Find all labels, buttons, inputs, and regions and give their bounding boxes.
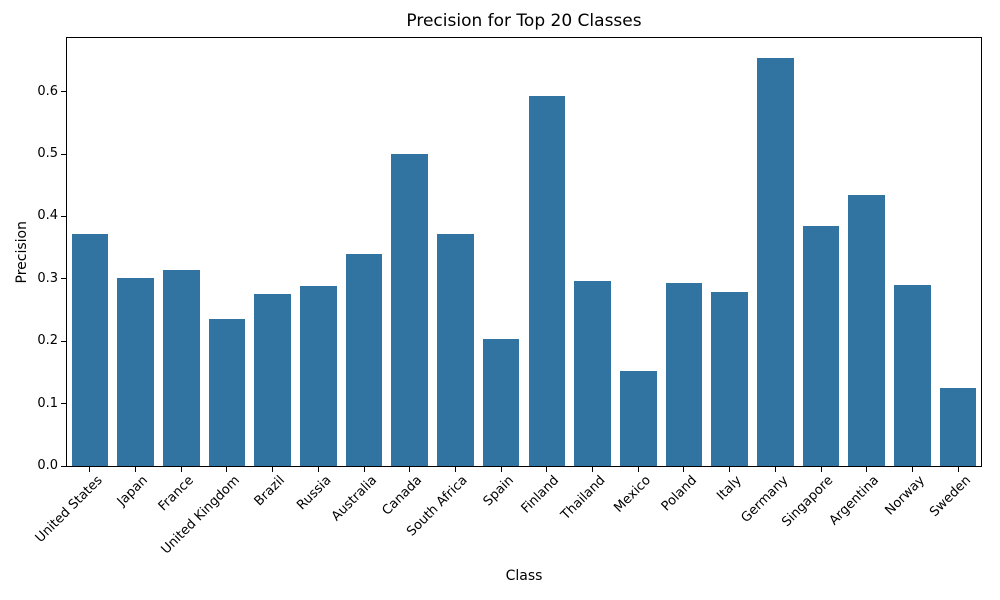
y-tick-mark: [61, 403, 66, 405]
x-tick-mark: [317, 467, 319, 472]
bar-norway: [894, 285, 931, 466]
x-tick-label: Japan: [114, 473, 152, 510]
x-tick-mark: [774, 467, 776, 472]
bar-poland: [665, 283, 703, 466]
x-tick-mark: [683, 467, 685, 472]
x-tick-mark: [911, 467, 913, 472]
x-tick-label: Mexico: [611, 473, 654, 516]
x-tick-label: Poland: [658, 473, 700, 515]
bar-italy: [711, 291, 748, 466]
x-tick-label: Brazil: [252, 473, 289, 510]
bar-united-kingdom: [208, 319, 246, 466]
y-tick-label: 0.4: [37, 208, 58, 224]
bar-mexico: [619, 371, 657, 466]
x-tick-label: France: [155, 473, 197, 515]
x-tick-label: Russia: [293, 473, 334, 514]
bar-russia: [300, 286, 337, 466]
bar-south-africa: [437, 233, 474, 466]
y-axis-label: Precision: [14, 220, 30, 284]
x-tick-mark: [226, 467, 228, 472]
x-tick-mark: [592, 467, 594, 472]
x-tick-label: Spain: [480, 473, 517, 510]
x-tick-mark: [272, 467, 274, 472]
bar-united-states: [71, 233, 109, 466]
y-tick-label: 0.3: [37, 270, 58, 286]
x-tick-label: Thailand: [558, 473, 609, 524]
x-tick-label: Finland: [519, 473, 563, 517]
x-tick-label: United States: [32, 473, 106, 546]
bar-argentina: [848, 194, 886, 466]
x-tick-mark: [866, 467, 868, 472]
x-tick-mark: [89, 467, 91, 472]
y-tick-label: 0.1: [37, 395, 58, 411]
y-tick-label: 0.0: [37, 458, 58, 473]
x-tick-mark: [363, 467, 365, 472]
y-tick-mark: [61, 278, 66, 280]
x-tick-label: Norway: [882, 473, 929, 519]
bar-brazil: [254, 293, 291, 466]
bar-france: [162, 270, 200, 466]
bar-canada: [391, 154, 429, 466]
x-tick-label: Argentina: [826, 473, 883, 529]
bar-singapore: [802, 225, 840, 466]
chart-title: Precision for Top 20 Classes: [406, 11, 642, 31]
x-tick-mark: [180, 467, 182, 472]
x-tick-mark: [454, 467, 456, 472]
x-tick-mark: [409, 467, 411, 472]
x-tick-mark: [500, 467, 502, 472]
y-tick-label: 0.6: [37, 83, 58, 99]
x-tick-mark: [957, 467, 959, 472]
bar-japan: [117, 278, 154, 466]
x-tick-label: Sweden: [926, 473, 974, 520]
x-tick-label: Italy: [714, 473, 746, 504]
y-axis-label-wrap: Precision: [8, 37, 36, 467]
x-tick-mark: [546, 467, 548, 472]
y-tick-mark: [61, 465, 66, 467]
bar-finland: [528, 95, 566, 466]
y-tick-mark: [61, 340, 66, 342]
y-tick-mark: [61, 153, 66, 155]
x-tick-mark: [637, 467, 639, 472]
plot-area: [66, 37, 982, 467]
bar-thailand: [574, 280, 611, 466]
x-tick-mark: [729, 467, 731, 472]
x-tick-label: Australia: [328, 473, 380, 525]
bar-australia: [345, 254, 383, 466]
y-tick-mark: [61, 91, 66, 93]
bar-spain: [482, 338, 520, 466]
bar-sweden: [939, 388, 977, 466]
x-tick-label: United Kingdom: [158, 473, 243, 558]
y-tick-label: 0.5: [37, 146, 58, 161]
y-tick-mark: [61, 215, 66, 217]
bar-germany: [757, 57, 794, 466]
x-tick-mark: [820, 467, 822, 472]
x-tick-mark: [135, 467, 137, 472]
x-tick-label: Canada: [379, 473, 426, 519]
x-axis-label: Class: [505, 568, 543, 584]
y-tick-label: 0.2: [37, 333, 58, 349]
